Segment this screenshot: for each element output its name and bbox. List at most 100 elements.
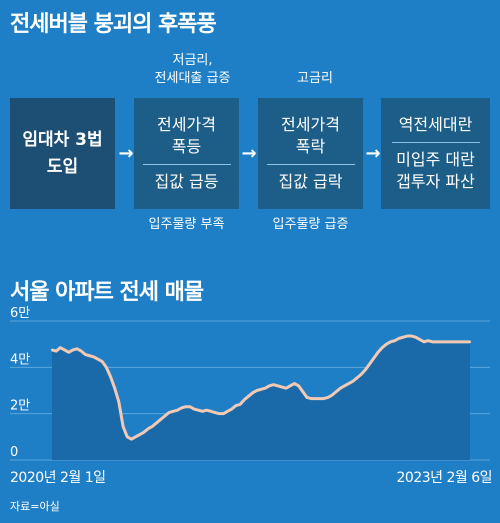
data-point [347,382,350,385]
data-point [96,358,100,361]
note-supply-shortage: 입주물량 부족 [148,217,225,232]
data-point [138,433,141,436]
data-point [272,383,275,386]
data-point [146,427,150,430]
data-point [439,340,442,344]
data-point [289,384,292,388]
data-point [71,348,75,352]
data-point [435,340,438,344]
data-point [297,384,300,388]
data-point [431,340,434,344]
data-point [322,397,325,400]
data-point [222,412,225,415]
data-point [230,407,233,411]
data-point [276,384,279,388]
flow-box-lease-law-text: 임대차 3법 도입 [22,129,103,177]
data-point [109,375,112,378]
flow-box-lease-law: 임대차 3법 도입 [10,98,115,209]
data-point [126,435,129,439]
data-point [121,425,125,428]
data-point [330,393,334,397]
listings-area [52,336,470,460]
data-point [372,356,376,360]
data-point [100,360,104,363]
data-point [460,340,463,344]
data-point [130,437,133,441]
data-point [63,348,66,352]
data-point [339,386,342,390]
data-point [326,396,330,399]
data-point [447,340,451,344]
data-point [113,386,116,390]
data-point [360,373,363,376]
data-point [318,397,321,400]
data-point [197,408,200,412]
data-point [259,388,263,391]
data-point [50,348,54,352]
data-point [188,405,192,408]
flow-arrow-3: → [365,143,381,164]
flow-box-jeonse-crash-top: 전세가격 폭락 [281,115,340,156]
data-point [343,384,346,388]
flow-box-jeonse-surge-bottom: 집값 급등 [154,172,219,191]
x-label-end: 2023년 2월 6일 [396,470,493,486]
data-point [452,340,455,344]
y-tick-label: 6만 [10,306,30,321]
data-point [142,431,146,434]
data-point [418,338,422,341]
data-point [238,403,242,406]
data-point [167,411,171,414]
chart-title: 서울 아파트 전세 매물 [10,280,204,305]
data-point [226,410,229,413]
data-point [255,389,259,392]
x-label-start: 2020년 2월 1일 [10,470,106,486]
data-point [213,411,217,414]
data-point [54,349,58,353]
data-point [385,342,388,346]
data-point [268,384,271,388]
data-point [251,391,254,395]
data-point [151,425,154,428]
note-low-rates: 저금리, 전세대출 급증 [154,53,231,86]
flow-box-reverse-jeonse-bottom: 미입주 대란 갭투자 파산 [396,150,475,191]
data-point [263,386,267,390]
data-point [243,398,246,401]
data-point [309,397,313,400]
data-point [247,395,250,398]
data-point [422,340,426,344]
data-point [205,408,208,412]
data-point [134,435,137,439]
data-point [59,346,62,349]
data-point [234,404,238,407]
data-point [468,340,472,344]
data-point [88,354,91,357]
note-supply-surge: 입주물량 급증 [272,217,349,232]
data-point [284,386,288,390]
flow-box-jeonse-surge: 전세가격 폭등 집값 급등 [134,98,239,209]
flow-box-jeonse-surge-top: 전세가격 폭등 [157,115,216,156]
data-point [209,410,213,413]
data-point [176,408,179,412]
data-point [376,351,380,354]
listings-chart: 0 2만 4만 6만 [10,306,490,461]
data-point [280,385,284,389]
data-point [184,405,187,408]
flow-box-reverse-jeonse: 역전세대란 미입주 대란 갭투자 파산 [381,98,490,209]
flow-box-divider [391,142,480,143]
data-point [218,412,221,415]
data-point [159,418,162,421]
y-tick-label: 4만 [10,352,30,367]
data-point [381,346,384,349]
data-point [105,366,108,369]
data-point [427,339,430,342]
flow-box-jeonse-crash-bottom: 집값 급락 [278,172,343,191]
data-point [401,336,405,339]
data-point [80,349,83,353]
flow-box-divider [266,164,355,165]
data-point [192,407,196,411]
data-point [456,340,459,344]
data-point [443,340,447,344]
data-point [410,334,413,338]
data-point [364,368,367,371]
source-note: 자료=아실 [10,500,60,513]
